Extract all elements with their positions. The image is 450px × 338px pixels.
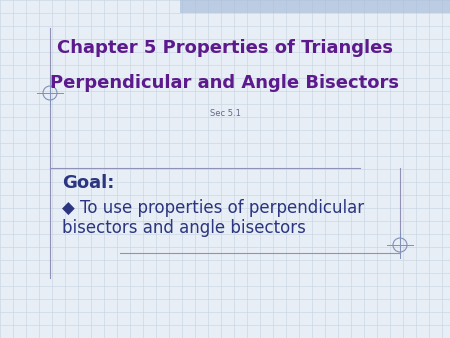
Bar xyxy=(180,0,450,13)
Text: Perpendicular and Angle Bisectors: Perpendicular and Angle Bisectors xyxy=(50,74,400,92)
Text: ◆ To use properties of perpendicular: ◆ To use properties of perpendicular xyxy=(62,199,364,217)
Text: Chapter 5 Properties of Triangles: Chapter 5 Properties of Triangles xyxy=(57,39,393,57)
Text: Goal:: Goal: xyxy=(62,174,114,192)
Text: bisectors and angle bisectors: bisectors and angle bisectors xyxy=(62,219,306,237)
Text: Sec 5.1: Sec 5.1 xyxy=(210,108,240,118)
